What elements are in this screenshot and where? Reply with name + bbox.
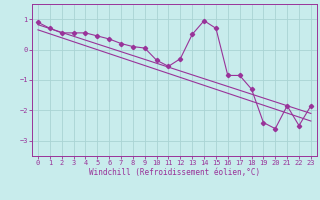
X-axis label: Windchill (Refroidissement éolien,°C): Windchill (Refroidissement éolien,°C) — [89, 168, 260, 177]
